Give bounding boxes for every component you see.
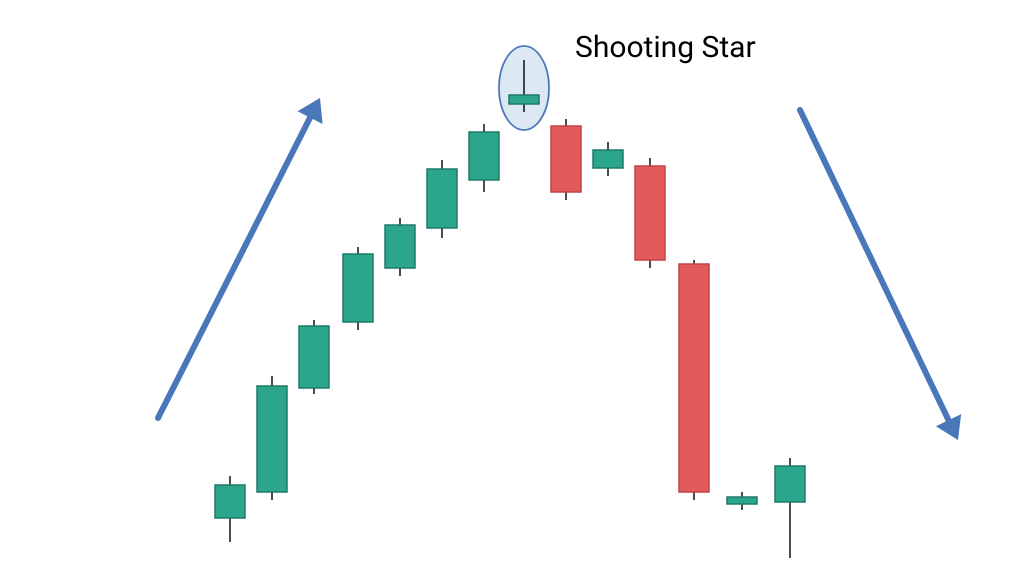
candle-13 — [775, 458, 805, 558]
chart-stage: Shooting Star — [0, 0, 1024, 576]
candle-3 — [343, 247, 373, 330]
uptrend-arrow — [158, 98, 323, 418]
candle-10 — [635, 158, 665, 268]
candle-8 — [551, 119, 581, 200]
candle-6 — [469, 124, 499, 192]
candlestick-chart — [0, 0, 1024, 576]
candle-0 — [215, 476, 245, 542]
downtrend-arrow — [800, 110, 961, 440]
candle-12 — [727, 492, 757, 510]
candle-11 — [679, 260, 709, 500]
candle-5 — [427, 160, 457, 238]
candle-2 — [299, 320, 329, 394]
candle-9 — [593, 142, 623, 176]
chart-title: Shooting Star — [575, 30, 756, 65]
candle-1 — [257, 376, 287, 500]
candle-4 — [385, 218, 415, 276]
